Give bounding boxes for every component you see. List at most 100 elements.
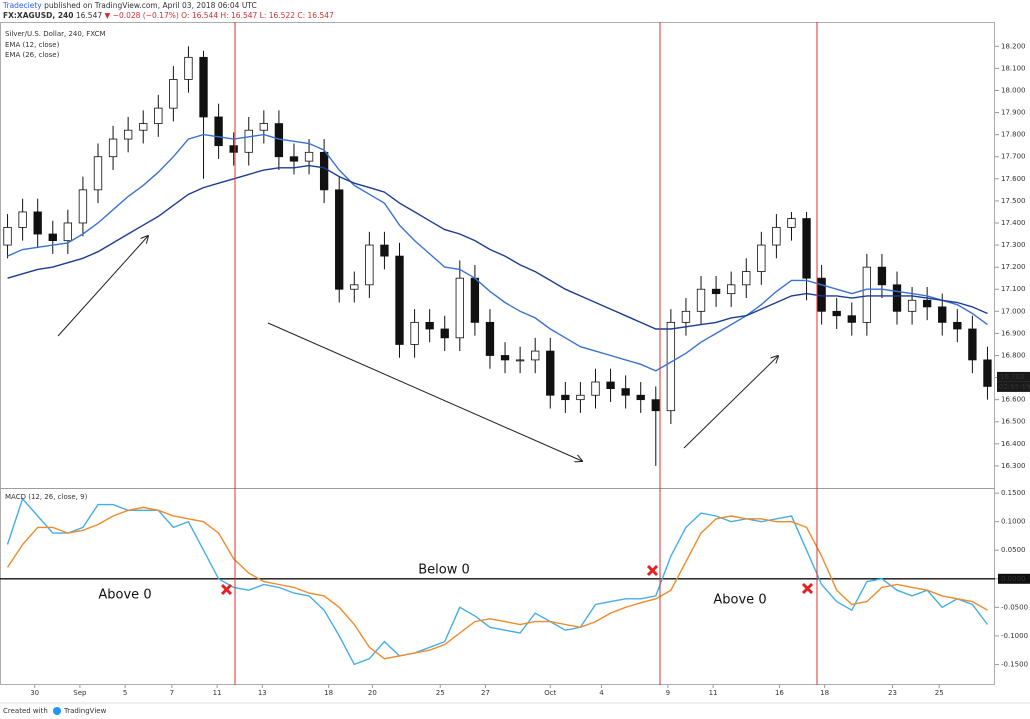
candle-body: [832, 310, 841, 317]
y-tick-label: 17.500: [1001, 197, 1026, 205]
candle-body: [259, 123, 268, 131]
brand-logo: [53, 707, 61, 715]
y-tick-label: -0.1000: [1001, 632, 1028, 640]
x-tick-label: 11: [709, 689, 718, 697]
candle-body: [425, 321, 434, 330]
header-line: Tradeciety published on TradingView.com,…: [2, 1, 257, 10]
candle-body: [983, 359, 992, 387]
x-tick-label: 7: [170, 689, 174, 697]
y-tick-label: 0.0000: [1001, 575, 1026, 583]
cross-marker: [801, 582, 814, 595]
candle-body: [335, 189, 344, 290]
candle-body: [666, 321, 676, 412]
x-tick-label: 9: [666, 689, 670, 697]
candle-body: [229, 145, 238, 153]
y-tick-label: 16.900: [1001, 329, 1026, 337]
y-tick-label: 17.100: [1001, 285, 1026, 293]
x-tick-label: 18: [820, 689, 829, 697]
candle-body: [802, 218, 811, 279]
candle-body: [696, 288, 706, 312]
footer-created: Created with: [3, 707, 48, 715]
author[interactable]: Tradeciety: [2, 1, 42, 10]
x-tick-label: 20: [368, 689, 377, 697]
x-tick-label: 13: [258, 689, 267, 697]
published: published on TradingView.com, April 03, …: [44, 1, 257, 10]
candle-body: [500, 355, 510, 361]
symbol-line: FX:XAGUSD, 240 16.547 ▼ −0.028 (−0.17%) …: [3, 11, 334, 20]
y-tick-label: 17.200: [1001, 263, 1026, 271]
macd-title: MACD (12, 26, close, 9): [5, 493, 88, 501]
y-tick-label: 17.900: [1001, 109, 1026, 117]
candle-body: [877, 266, 887, 286]
candle-body: [515, 359, 525, 362]
footer-brand[interactable]: TradingView: [63, 707, 107, 715]
y-tick-label: 17.600: [1001, 175, 1026, 183]
candle-body: [576, 394, 585, 401]
candle-body: [108, 138, 118, 158]
candle-body: [561, 394, 570, 401]
x-tick-label: 11: [213, 689, 222, 697]
x-tick-label: 4: [599, 689, 604, 697]
candle-body: [711, 288, 721, 295]
candle-body: [350, 284, 359, 290]
candle-body: [289, 156, 299, 162]
candle-body: [485, 321, 495, 356]
cross-marker: [646, 564, 659, 577]
x-tick-label: 5: [123, 689, 127, 697]
y-tick-label: 17.800: [1001, 131, 1026, 139]
cross-marker: [220, 583, 233, 596]
y-tick-label: 0.1500: [1001, 489, 1026, 497]
series-line: [6, 506, 988, 660]
candle-body: [727, 284, 736, 295]
candle-body: [214, 116, 223, 147]
candle-body: [938, 306, 947, 323]
candle-body: [304, 151, 314, 162]
y-tick-label: 17.300: [1001, 241, 1026, 249]
candle-body: [78, 189, 88, 224]
candle-body: [651, 399, 660, 412]
last: 16.547: [76, 11, 102, 20]
annotation: Below 0: [418, 563, 470, 578]
candle-body: [862, 266, 872, 323]
countdown-bg: [997, 381, 1030, 392]
y-tick-label: 0.1000: [1001, 518, 1026, 526]
y-tick-label: 16.300: [1001, 462, 1026, 470]
candle-body: [48, 233, 57, 242]
macd-panel: [0, 488, 995, 685]
candle-body: [123, 129, 133, 140]
last-price-bg: [997, 371, 1030, 382]
price-title: Silver/U.S. Dollar, 240, FXCM: [5, 30, 106, 38]
candle-body: [787, 218, 796, 228]
y-tick-label: 16.400: [1001, 440, 1026, 448]
candle-body: [199, 56, 208, 118]
x-tick-label: 16: [775, 689, 784, 697]
y-tick-label: 16.800: [1001, 351, 1026, 359]
x-tick-label: 25: [935, 689, 944, 697]
candle-body: [636, 394, 645, 401]
annotation: Above 0: [98, 588, 151, 603]
y-tick-label: -0.0500: [1001, 603, 1028, 611]
trend-arrow: [57, 236, 148, 337]
candle-body: [968, 328, 977, 361]
y-tick-label: 16.500: [1001, 418, 1026, 426]
candle-body: [93, 156, 103, 191]
candle-body: [169, 79, 178, 109]
x-tick-label: 23: [888, 689, 897, 697]
candle-body: [63, 222, 73, 242]
candle-body: [546, 350, 555, 396]
x-tick-label: 27: [481, 689, 490, 697]
legend-entry: EMA (12, close): [5, 41, 60, 49]
candle-body: [3, 226, 12, 246]
x-tick-label: 18: [324, 689, 333, 697]
candle-body: [953, 321, 962, 330]
candle-body: [531, 350, 540, 361]
x-tick-label: 25: [436, 689, 445, 697]
y-tick-label: -0.1500: [1001, 660, 1028, 668]
legend-entry: EMA (26, close): [5, 51, 60, 59]
candle-body: [847, 315, 856, 323]
candle-body: [410, 321, 419, 345]
countdown: 02:55:19: [999, 383, 1030, 391]
y-tick-label: 18.100: [1001, 64, 1026, 72]
candle-body: [772, 226, 781, 246]
